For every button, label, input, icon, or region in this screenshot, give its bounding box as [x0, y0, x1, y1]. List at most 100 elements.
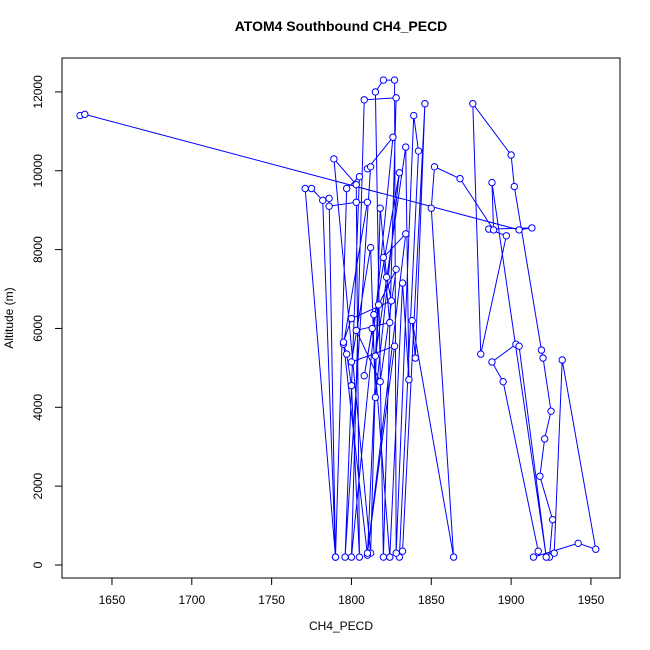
data-point	[427, 204, 435, 212]
data-point	[347, 358, 356, 366]
chart-title: ATOM4 Southbound CH4_PECD	[235, 18, 448, 34]
data-point	[330, 155, 338, 163]
data-point	[301, 184, 309, 193]
y-tick-label: 8000	[31, 236, 45, 263]
data-point	[325, 194, 333, 203]
data-point	[540, 435, 549, 443]
data-point	[539, 354, 547, 362]
x-tick-label: 1950	[578, 593, 605, 607]
data-point	[547, 407, 555, 415]
x-axis-label: CH4_PECD	[309, 619, 373, 633]
data-point	[574, 539, 582, 548]
data-point	[507, 151, 515, 159]
data-line	[79, 79, 597, 559]
data-point	[592, 545, 600, 553]
data-point	[352, 326, 360, 335]
data-point	[379, 253, 388, 262]
data-point	[542, 553, 550, 561]
data-point	[374, 301, 383, 309]
data-point	[389, 133, 397, 141]
data-point	[411, 354, 420, 362]
data-point	[550, 549, 558, 557]
y-tick-label: 0	[31, 561, 45, 568]
data-point	[402, 143, 410, 151]
data-point	[390, 76, 399, 84]
data-point	[352, 198, 360, 206]
data-point	[379, 76, 388, 84]
data-point	[370, 310, 378, 319]
data-point	[499, 377, 507, 386]
data-point	[342, 184, 351, 193]
data-point	[558, 356, 566, 364]
data-point	[449, 553, 458, 561]
data-point	[392, 549, 400, 557]
data-point	[402, 230, 410, 238]
data-point	[430, 163, 439, 171]
data-point	[477, 350, 485, 358]
data-point	[398, 547, 407, 555]
data-point	[339, 338, 348, 346]
data-point	[382, 273, 391, 281]
data-point	[366, 243, 375, 252]
y-tick-label: 4000	[31, 394, 45, 421]
data-point	[371, 393, 380, 402]
y-tick-label: 2000	[31, 472, 45, 499]
data-point	[515, 342, 523, 350]
data-point	[408, 316, 416, 325]
data-point	[529, 553, 538, 561]
data-point	[371, 88, 380, 96]
data-point	[515, 226, 523, 234]
data-point	[489, 226, 498, 234]
data-point	[456, 174, 464, 183]
data-point	[360, 372, 368, 380]
data-point	[414, 147, 423, 155]
data-point	[376, 204, 384, 212]
data-point	[537, 346, 546, 354]
x-tick-label: 1900	[498, 593, 525, 607]
data-point	[360, 96, 368, 104]
data-point	[371, 352, 380, 360]
data-point	[392, 94, 400, 102]
data-point	[366, 163, 375, 171]
y-tick-label: 12000	[31, 75, 45, 109]
data-point	[469, 100, 477, 108]
data-point	[548, 515, 557, 524]
x-tick-label: 1800	[338, 593, 365, 607]
data-point	[502, 232, 511, 240]
data-point	[488, 358, 496, 366]
data-point	[347, 553, 356, 561]
data-point	[368, 324, 376, 333]
data-point	[421, 100, 429, 108]
plot-frame	[61, 57, 621, 579]
x-tick-label: 1750	[258, 593, 285, 607]
data-point	[386, 553, 394, 561]
y-tick-label: 10000	[31, 154, 45, 188]
data-point	[376, 377, 384, 386]
data-point	[398, 279, 407, 287]
data-point	[405, 375, 413, 384]
data-point	[379, 553, 388, 561]
data-point	[510, 182, 519, 191]
data-point	[347, 314, 356, 323]
data-point	[410, 111, 418, 120]
data-point	[387, 297, 396, 305]
data-point	[347, 381, 356, 390]
y-axis-label: Altitude (m)	[2, 287, 16, 348]
data-point	[528, 224, 536, 232]
data-point	[341, 553, 349, 561]
data-point	[392, 265, 400, 274]
data-point	[488, 178, 496, 187]
data-point	[395, 169, 404, 177]
data-point	[352, 180, 360, 189]
data-point	[355, 553, 364, 561]
x-tick-label: 1650	[99, 593, 126, 607]
data-point	[390, 342, 399, 350]
data-point	[534, 547, 542, 555]
data-point	[386, 318, 394, 327]
data-point	[319, 196, 327, 205]
data-point	[363, 198, 372, 206]
y-tick-label: 6000	[31, 315, 45, 342]
x-tick-label: 1700	[178, 593, 205, 607]
